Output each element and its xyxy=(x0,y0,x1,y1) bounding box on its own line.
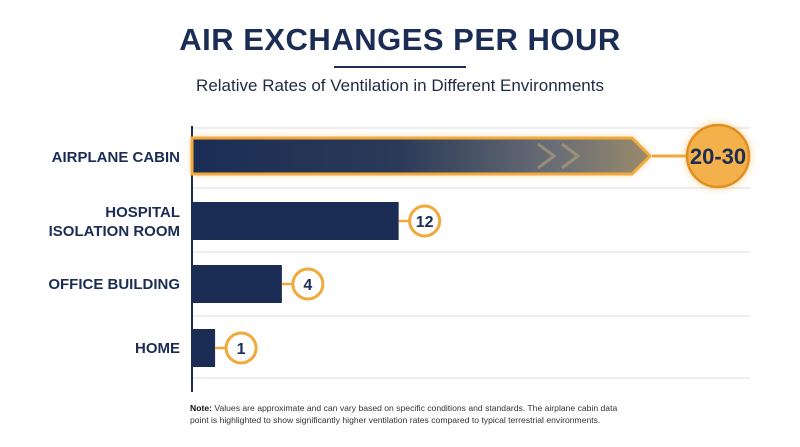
bar-airplane-cabin xyxy=(190,136,653,176)
data-badge-airplane-cabin xyxy=(685,123,751,189)
footnote: Note: Values are approximate and can var… xyxy=(190,402,630,426)
data-badge-home xyxy=(224,331,258,365)
data-label-hospital-isolation-room: 12 xyxy=(416,214,434,231)
bar-hospital-isolation-room xyxy=(192,202,399,240)
data-badge-hospital-isolation-room xyxy=(408,204,442,238)
bar-office-building xyxy=(192,265,282,303)
category-label-airplane-cabin: AIRPLANE CABIN xyxy=(51,149,180,166)
data-label-airplane-cabin: 20-30 xyxy=(690,144,746,169)
data-label-home: 1 xyxy=(237,341,246,358)
chart-subtitle: Relative Rates of Ventilation in Differe… xyxy=(196,76,604,95)
category-label-office-building: OFFICE BUILDING xyxy=(48,276,180,293)
bar-home xyxy=(192,329,216,367)
category-label-home: HOME xyxy=(135,340,180,357)
chart-title: AIR EXCHANGES PER HOUR xyxy=(179,22,621,57)
bar-chevron-mark xyxy=(561,142,581,170)
data-label-office-building: 4 xyxy=(303,277,312,294)
data-badge-office-building xyxy=(291,267,325,301)
bar-chevron-mark xyxy=(537,142,557,170)
footnote-text: Values are approximate and can vary base… xyxy=(190,403,618,425)
category-label-hospital-isolation-room: HOSPITAL ISOLATION ROOM xyxy=(48,204,180,240)
footnote-label: Note: xyxy=(190,403,212,413)
title-underline xyxy=(334,66,466,68)
